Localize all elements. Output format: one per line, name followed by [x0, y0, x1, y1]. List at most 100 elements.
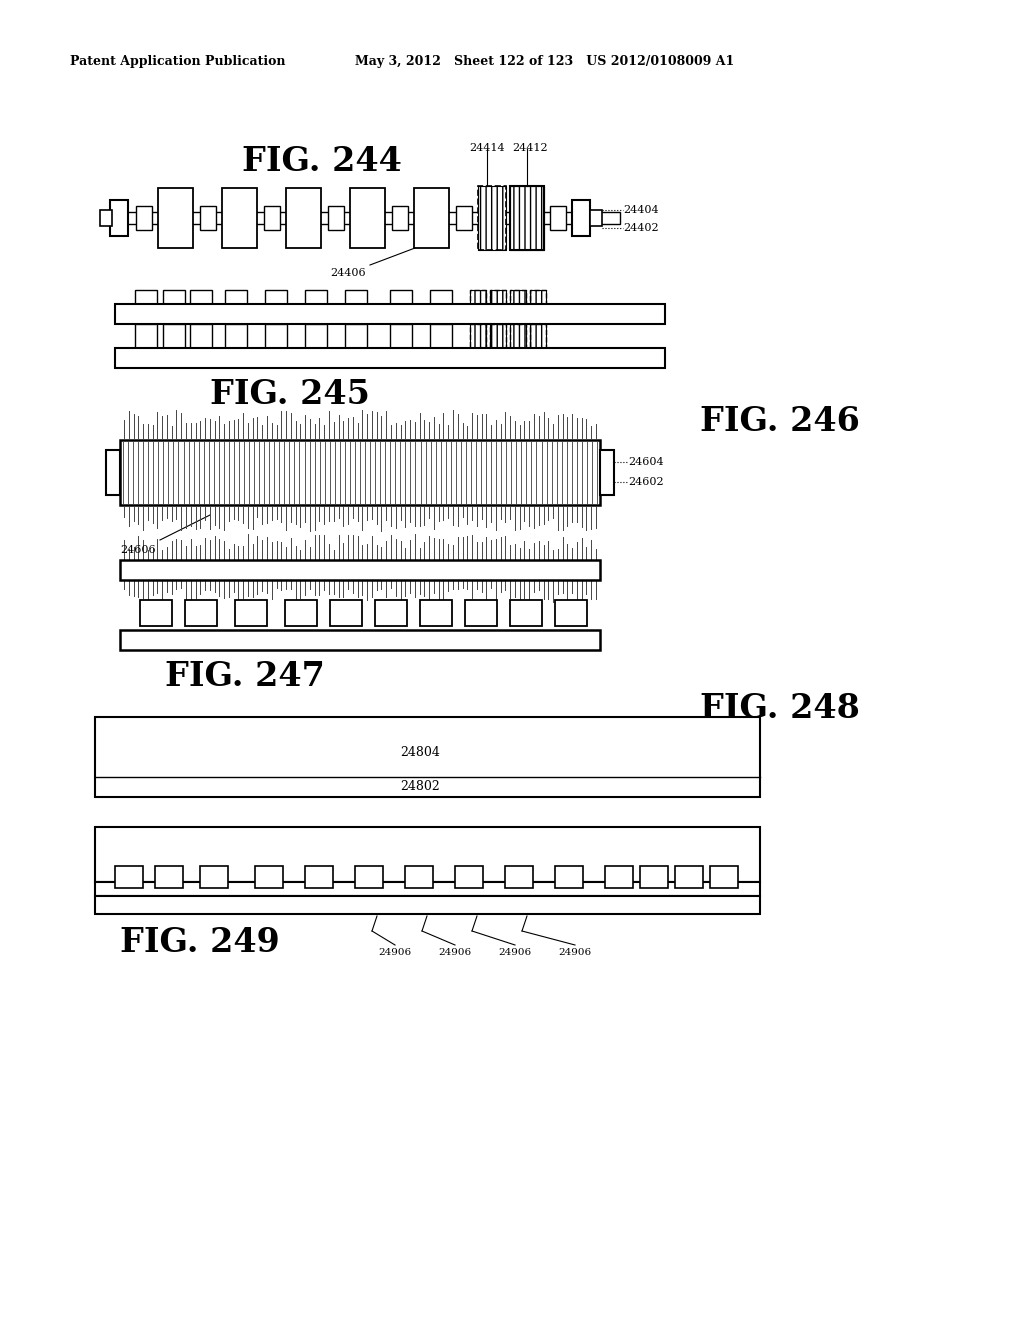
Bar	[430, 290, 452, 304]
Bar	[255, 866, 283, 888]
Bar	[392, 206, 408, 230]
Bar	[135, 323, 157, 348]
Bar	[510, 601, 542, 626]
Bar	[530, 323, 546, 348]
Bar	[190, 290, 212, 304]
Bar	[420, 601, 452, 626]
Bar	[572, 201, 590, 236]
Text: 24606: 24606	[120, 545, 156, 554]
Bar	[95, 896, 760, 913]
Bar	[200, 206, 216, 230]
Bar	[710, 866, 738, 888]
Bar	[510, 323, 526, 348]
Bar	[222, 187, 257, 248]
Bar	[158, 187, 193, 248]
Bar	[140, 601, 172, 626]
Text: FIG. 245: FIG. 245	[210, 378, 370, 411]
Bar	[285, 601, 317, 626]
Bar	[330, 601, 362, 626]
Bar	[510, 290, 526, 304]
Bar	[406, 866, 433, 888]
Bar	[530, 323, 546, 348]
Bar	[390, 290, 412, 304]
Bar	[510, 186, 544, 249]
Bar	[478, 186, 506, 249]
Text: FIG. 244: FIG. 244	[242, 145, 401, 178]
Bar	[163, 323, 185, 348]
Bar	[490, 290, 506, 304]
Bar	[106, 450, 120, 495]
Bar	[345, 290, 367, 304]
Text: 24906: 24906	[379, 948, 412, 957]
Bar	[550, 206, 566, 230]
Bar	[590, 210, 602, 226]
Bar	[470, 290, 486, 304]
Bar	[115, 348, 665, 368]
Bar	[530, 290, 546, 304]
Bar	[470, 323, 486, 348]
Bar	[136, 206, 152, 230]
Bar	[305, 866, 333, 888]
Bar	[328, 206, 344, 230]
Bar	[110, 201, 128, 236]
Bar	[510, 186, 544, 249]
Text: 24804: 24804	[400, 746, 440, 759]
Bar	[95, 717, 760, 797]
Bar	[120, 560, 600, 579]
Bar	[234, 601, 267, 626]
Bar	[430, 323, 452, 348]
Bar	[390, 323, 412, 348]
Bar	[155, 866, 183, 888]
Bar	[510, 323, 526, 348]
Bar	[115, 866, 143, 888]
Bar	[470, 290, 486, 304]
Text: 24414: 24414	[469, 143, 505, 153]
Bar	[530, 290, 546, 304]
Bar	[505, 866, 534, 888]
Bar	[305, 323, 327, 348]
Bar	[605, 866, 633, 888]
Bar	[456, 206, 472, 230]
Text: 24802: 24802	[400, 780, 440, 793]
Bar	[490, 323, 506, 348]
Bar	[95, 882, 760, 896]
Bar	[120, 630, 600, 649]
Bar	[115, 304, 665, 323]
Text: 24412: 24412	[512, 143, 548, 153]
Bar	[490, 290, 506, 304]
Text: 24602: 24602	[628, 477, 664, 487]
Text: FIG. 249: FIG. 249	[120, 927, 280, 960]
Bar	[345, 323, 367, 348]
Bar	[200, 866, 228, 888]
Bar	[465, 601, 497, 626]
Text: 24402: 24402	[623, 223, 658, 234]
Bar	[185, 601, 217, 626]
Text: 24906: 24906	[499, 948, 531, 957]
Bar	[478, 186, 506, 249]
Bar	[163, 290, 185, 304]
Text: FIG. 248: FIG. 248	[700, 692, 860, 725]
Text: May 3, 2012   Sheet 122 of 123   US 2012/0108009 A1: May 3, 2012 Sheet 122 of 123 US 2012/010…	[355, 55, 734, 69]
Bar	[455, 866, 483, 888]
Text: 24906: 24906	[438, 948, 472, 957]
Bar	[190, 323, 212, 348]
Bar	[265, 323, 287, 348]
Bar	[600, 450, 614, 495]
Bar	[470, 323, 486, 348]
Bar	[120, 440, 600, 506]
Bar	[490, 323, 506, 348]
Bar	[135, 290, 157, 304]
Bar	[264, 206, 280, 230]
Bar	[555, 601, 587, 626]
Text: Patent Application Publication: Patent Application Publication	[70, 55, 286, 69]
Bar	[225, 323, 247, 348]
Bar	[555, 866, 583, 888]
Bar	[100, 210, 112, 226]
Bar	[510, 290, 526, 304]
Bar	[286, 187, 321, 248]
Text: FIG. 247: FIG. 247	[165, 660, 325, 693]
Bar	[120, 213, 620, 224]
Text: 24906: 24906	[558, 948, 592, 957]
Text: 24604: 24604	[628, 457, 664, 467]
Bar	[675, 866, 703, 888]
